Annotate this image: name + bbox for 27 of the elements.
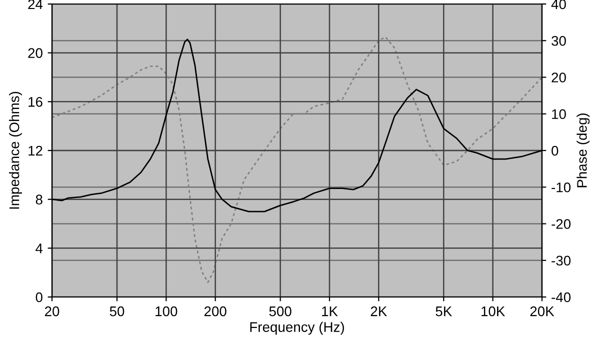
y2-tick-label: -20 <box>552 219 571 229</box>
x-tick-label: 100 <box>156 306 178 316</box>
y-tick-label: 0 <box>36 292 42 302</box>
x-tick-label: 2K <box>370 306 388 316</box>
y-tick-label: 8 <box>36 194 42 205</box>
y2-tick-label: -40 <box>552 292 571 302</box>
y2-tick-label: 0 <box>552 146 558 156</box>
y-tick-label: 20 <box>28 48 42 58</box>
y-tick-label: 12 <box>28 146 42 156</box>
x-tick-label: 500 <box>269 306 292 316</box>
y-axis-title: Impedance (Ohms) <box>9 92 22 209</box>
y-tick-label: 16 <box>28 97 42 107</box>
x-tick-label: 50 <box>110 306 124 316</box>
y2-axis-title: Phase (deg) <box>576 114 590 188</box>
x-tick-label: 1K <box>322 306 338 316</box>
y2-tick-label: 30 <box>552 36 566 46</box>
y-tick-label: 4 <box>36 244 43 254</box>
x-tick-label: 200 <box>204 306 226 316</box>
y2-tick-label: 20 <box>552 72 566 82</box>
x-tick-label: 10K <box>482 306 506 316</box>
y2-tick-label: 10 <box>552 109 566 120</box>
y2-tick-label: -10 <box>552 182 571 192</box>
y2-tick-label: -30 <box>552 256 571 266</box>
x-tick-label: 20K <box>530 306 554 316</box>
x-tick-label: 5K <box>436 306 452 316</box>
x-tick-label: 20 <box>44 306 60 316</box>
x-axis-title: Frequency (Hz) <box>250 322 344 335</box>
